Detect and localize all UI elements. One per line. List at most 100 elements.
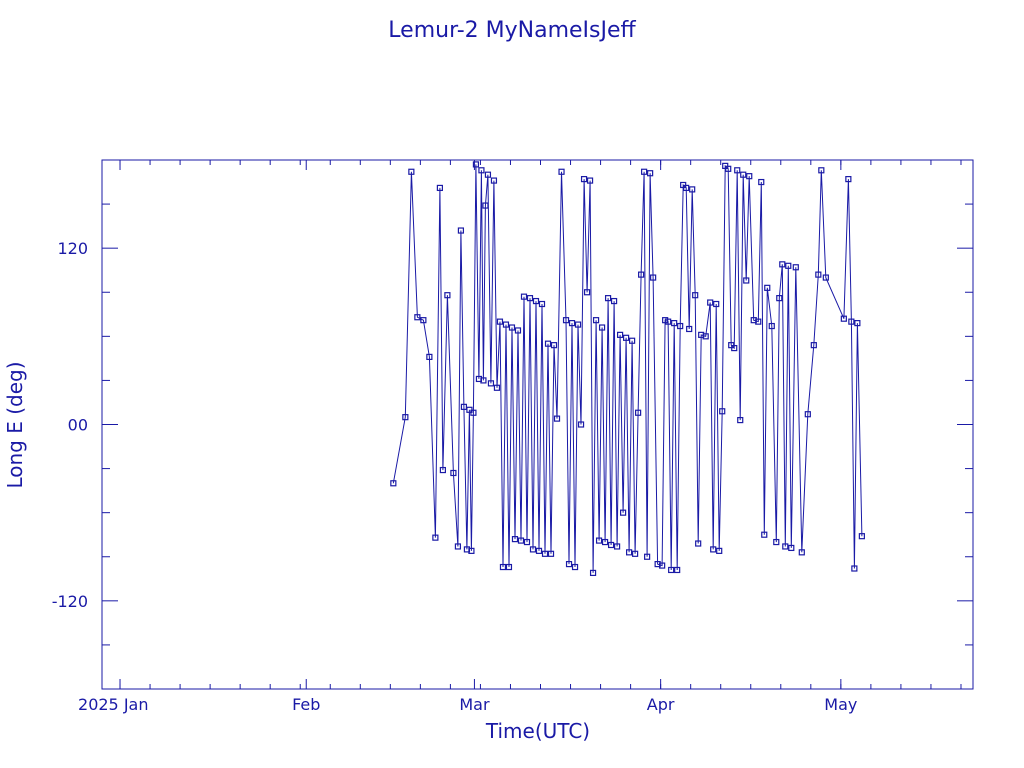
data-point xyxy=(818,167,825,174)
data-point xyxy=(776,295,783,302)
data-point xyxy=(764,284,771,291)
data-point xyxy=(623,334,630,341)
data-point xyxy=(692,292,699,299)
data-point xyxy=(436,184,443,192)
data-point xyxy=(589,569,597,577)
data-point xyxy=(402,414,409,421)
data-point xyxy=(598,324,606,331)
data-point xyxy=(390,480,397,487)
data-point xyxy=(432,534,439,541)
data-point xyxy=(743,277,750,284)
data-point xyxy=(487,380,495,387)
data-point xyxy=(713,300,720,308)
data-point xyxy=(526,295,534,302)
data-point xyxy=(583,289,591,296)
data-point xyxy=(511,536,519,543)
data-point xyxy=(538,300,546,308)
data-point xyxy=(610,297,618,305)
data-point xyxy=(520,293,528,300)
data-point xyxy=(683,184,690,192)
data-point xyxy=(484,171,492,178)
data-point xyxy=(470,409,477,416)
data-point xyxy=(731,344,738,352)
data-point xyxy=(858,533,865,540)
data-point xyxy=(457,227,465,234)
data-point xyxy=(737,416,744,424)
data-point xyxy=(707,299,714,306)
data-point xyxy=(523,538,531,546)
data-point xyxy=(439,466,446,474)
plot-frame xyxy=(101,159,974,690)
data-point xyxy=(508,324,516,331)
data-point xyxy=(562,317,570,324)
data-point xyxy=(480,377,487,384)
data-point xyxy=(716,547,723,554)
data-point xyxy=(810,342,817,349)
data-point xyxy=(677,322,684,330)
data-point xyxy=(414,314,421,321)
x-tick-label: Feb xyxy=(292,695,320,714)
data-point xyxy=(626,549,633,556)
data-point xyxy=(529,546,537,553)
data-point xyxy=(725,165,732,172)
x-tick-labels: 2025 Jan Feb Mar Apr May xyxy=(78,695,857,714)
data-point xyxy=(755,318,762,325)
y-axis-label: Long E (deg) xyxy=(3,361,27,488)
data-point xyxy=(613,543,621,550)
data-point xyxy=(454,543,462,550)
data-point xyxy=(650,274,657,281)
data-point xyxy=(665,318,672,325)
data-point xyxy=(779,261,786,268)
data-point xyxy=(472,161,480,168)
data-point xyxy=(568,320,576,327)
data-point xyxy=(792,264,799,271)
data-point xyxy=(592,317,600,324)
data-point xyxy=(695,540,702,547)
data-point xyxy=(638,271,645,278)
y-tick-label: 120 xyxy=(57,239,88,258)
data-point xyxy=(499,563,507,571)
data-point xyxy=(782,543,789,550)
data-point xyxy=(840,315,847,322)
data-point xyxy=(493,384,501,391)
data-point xyxy=(586,177,594,184)
data-point xyxy=(574,321,582,328)
data-point xyxy=(773,538,780,546)
series-layer xyxy=(390,161,865,577)
data-point xyxy=(710,546,717,553)
data-point xyxy=(565,560,573,568)
y-tick-label: -120 xyxy=(52,592,88,611)
data-point xyxy=(668,566,675,574)
data-point xyxy=(601,538,609,546)
data-point xyxy=(541,550,549,557)
x-tick-label: May xyxy=(824,695,857,714)
data-point xyxy=(514,327,522,334)
x-axis-label: Time(UTC) xyxy=(485,719,590,743)
data-point xyxy=(496,318,504,325)
data-point xyxy=(550,342,558,349)
series-line xyxy=(392,164,863,573)
data-point xyxy=(671,320,678,327)
data-point xyxy=(577,421,585,428)
y-tick-label: 00 xyxy=(68,416,88,435)
data-point xyxy=(632,550,639,557)
data-point xyxy=(845,176,852,183)
data-point xyxy=(629,337,636,344)
data-point xyxy=(553,415,561,422)
data-point xyxy=(674,566,681,574)
y-tick-labels: -120 00 120 xyxy=(52,239,88,611)
data-point xyxy=(607,541,615,549)
data-point xyxy=(558,168,565,175)
data-point xyxy=(851,565,858,572)
data-point xyxy=(702,333,709,340)
data-point xyxy=(641,168,648,175)
data-point xyxy=(758,178,765,186)
x-tick-label: Apr xyxy=(647,695,675,714)
data-point xyxy=(580,176,588,183)
data-point xyxy=(815,271,822,278)
tick-marks xyxy=(102,159,973,690)
data-point xyxy=(647,170,654,177)
data-point xyxy=(468,547,475,554)
data-point xyxy=(822,274,829,281)
data-point xyxy=(420,317,427,324)
